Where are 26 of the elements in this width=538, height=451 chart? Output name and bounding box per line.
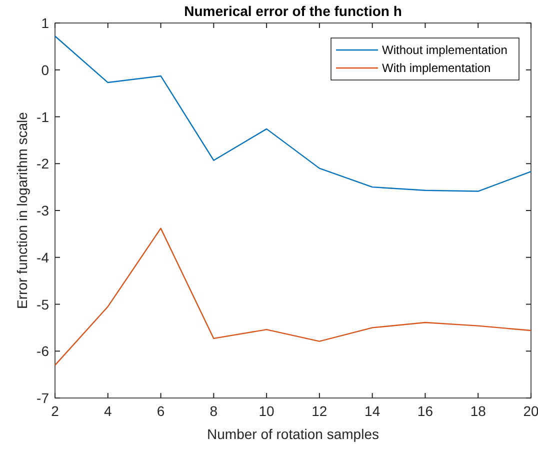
legend-label: With implementation xyxy=(382,61,491,75)
line-series xyxy=(54,36,532,192)
y-tick-label: 0 xyxy=(41,62,50,78)
chart-title: Numerical error of the function h xyxy=(184,3,402,19)
y-tick-label: -7 xyxy=(36,390,50,406)
x-tick-label: 2 xyxy=(51,403,60,419)
legend-label: Without implementation xyxy=(382,43,508,57)
x-tick-label: 10 xyxy=(258,403,275,419)
x-tick-label: 14 xyxy=(364,403,380,419)
x-tick-label: 12 xyxy=(312,403,328,419)
x-tick-label: 20 xyxy=(523,403,538,419)
y-tick-label: 1 xyxy=(41,15,50,31)
x-tick-label: 4 xyxy=(104,403,112,419)
y-tick-label: -3 xyxy=(36,202,50,218)
x-tick-label: 18 xyxy=(470,403,486,419)
line-series xyxy=(54,228,532,366)
x-axis-title: Number of rotation samples xyxy=(207,426,379,442)
y-tick-label: -6 xyxy=(36,343,50,360)
y-tick-label: -4 xyxy=(36,249,50,266)
x-tick-label: 16 xyxy=(417,403,434,419)
y-tick-label: -5 xyxy=(36,296,50,312)
x-tick-label: 6 xyxy=(156,403,165,419)
y-axis-title: Error function in logarithm scale xyxy=(14,112,30,309)
y-tick-label: -2 xyxy=(36,156,50,172)
x-tick-label: 8 xyxy=(210,403,218,419)
y-tick-label: -1 xyxy=(36,108,50,125)
